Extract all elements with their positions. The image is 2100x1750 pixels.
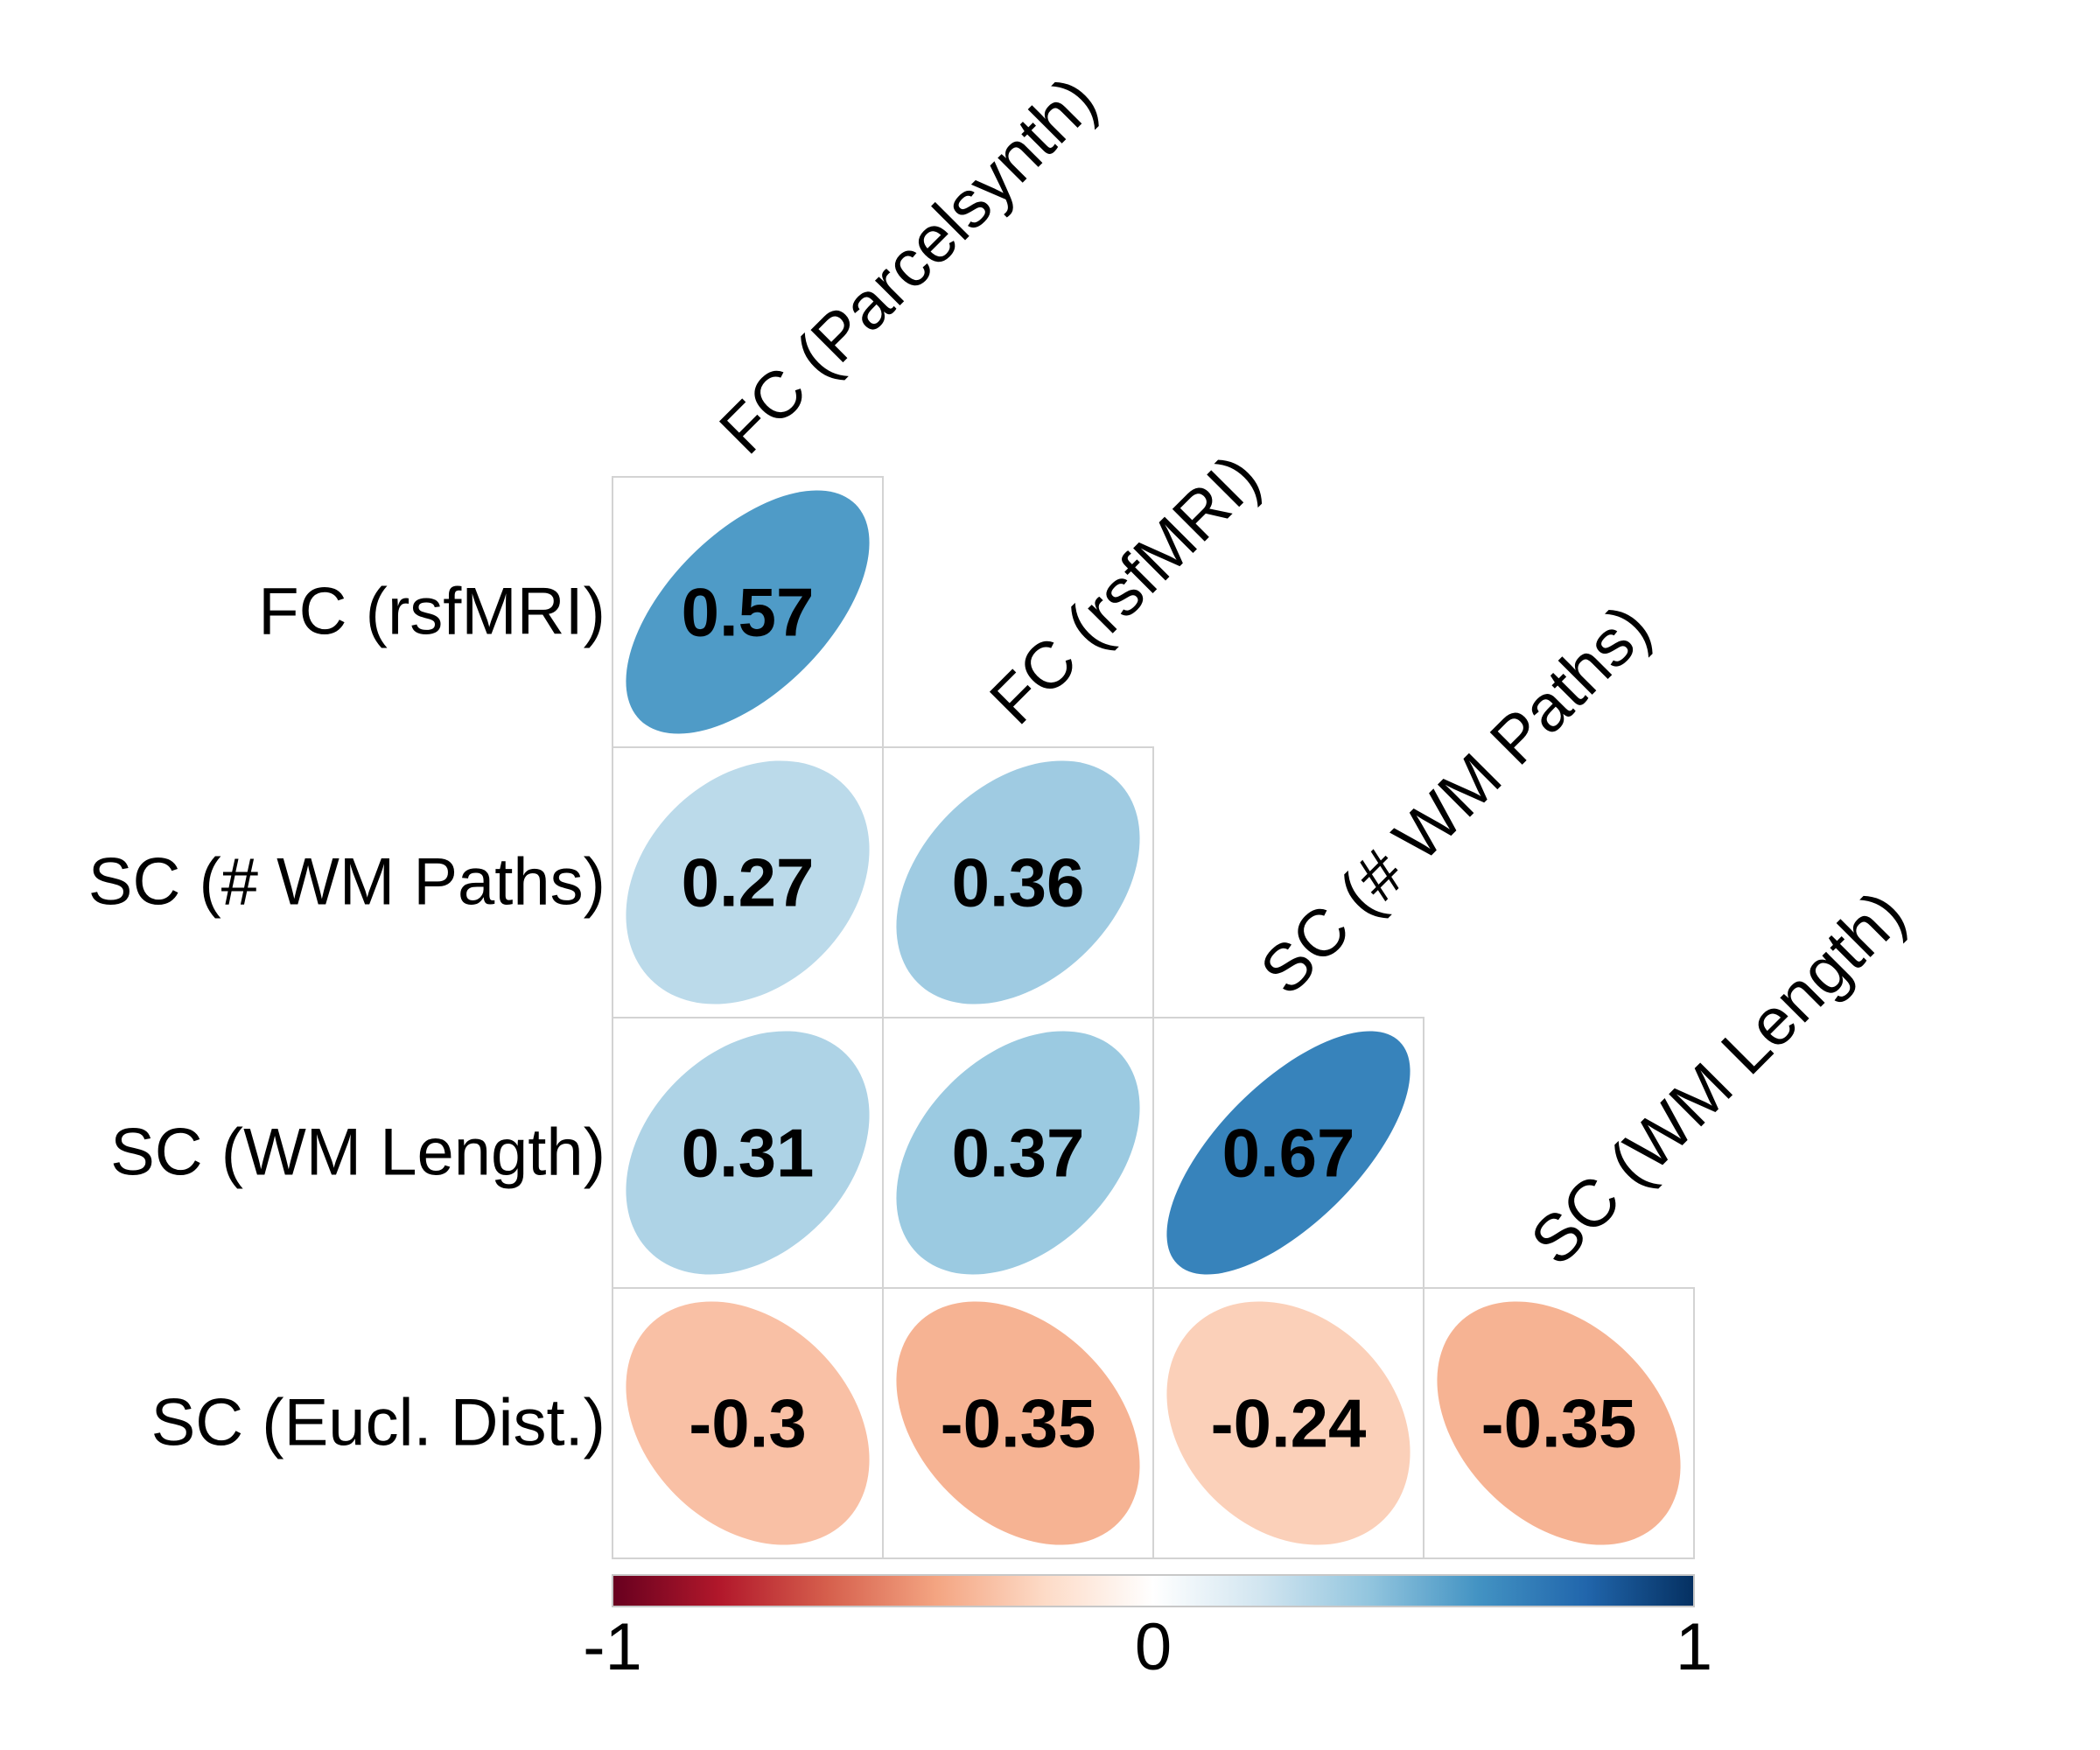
column-label: FC (rsfMRI) — [976, 440, 1274, 738]
colorbar-tick-labels: -1 0 1 — [583, 1610, 1712, 1684]
correlation-ellipse — [626, 1031, 870, 1275]
correlation-ellipse — [896, 1301, 1140, 1545]
row-label: FC (rsfMRI) — [258, 575, 606, 649]
cell-value-label: -0.35 — [1481, 1385, 1637, 1462]
value-labels: 0.57 0.27 0.36 0.31 0.37 0.67 -0.3 -0.35 -0.24 -0… — [682, 574, 1637, 1462]
cell-value-label: 0.36 — [952, 844, 1085, 921]
cell-value-label: -0.3 — [689, 1385, 806, 1462]
grid-layer — [612, 476, 1695, 1559]
correlation-ellipse — [1166, 1031, 1410, 1275]
row-label: SC (Eucl. Dist.) — [151, 1386, 606, 1460]
row-labels: FC (rsfMRI) SC (# WM Paths) SC (WM Length)… — [88, 575, 606, 1460]
colorbar-gradient — [612, 1574, 1695, 1607]
ellipse-layer — [626, 490, 1681, 1545]
correlation-ellipse — [626, 760, 870, 1004]
column-label: FC (Parcelsynth) — [705, 63, 1110, 468]
column-label: SC (WM Length) — [1516, 877, 1919, 1279]
row-label: SC (WM Length) — [110, 1116, 606, 1190]
cell-value-label: -0.35 — [941, 1385, 1096, 1462]
row-label: SC (# WM Paths) — [88, 845, 606, 920]
column-label: SC (# WM Paths) — [1246, 591, 1664, 1009]
cell-value-label: -0.24 — [1211, 1385, 1367, 1462]
colorbar: -1 0 1 — [583, 1574, 1712, 1684]
cell-value-label: 0.31 — [682, 1115, 815, 1192]
correlation-ellipse — [896, 760, 1140, 1004]
correlation-ellipse — [626, 1301, 870, 1545]
cell-value-label: 0.57 — [682, 574, 815, 651]
correlation-ellipse — [1166, 1301, 1410, 1545]
cell-value-label: 0.67 — [1222, 1115, 1355, 1192]
correlation-ellipse — [626, 490, 870, 734]
colorbar-tick-label: 0 — [1135, 1610, 1172, 1684]
grid-cell — [1423, 1287, 1695, 1559]
colorbar-tick-label: -1 — [583, 1610, 642, 1684]
correlation-ellipse — [896, 1031, 1140, 1275]
cell-value-label: 0.27 — [682, 844, 815, 921]
correlation-ellipse — [1437, 1301, 1681, 1545]
colorbar-tick-label: 1 — [1676, 1610, 1712, 1684]
cell-value-label: 0.37 — [952, 1115, 1085, 1192]
